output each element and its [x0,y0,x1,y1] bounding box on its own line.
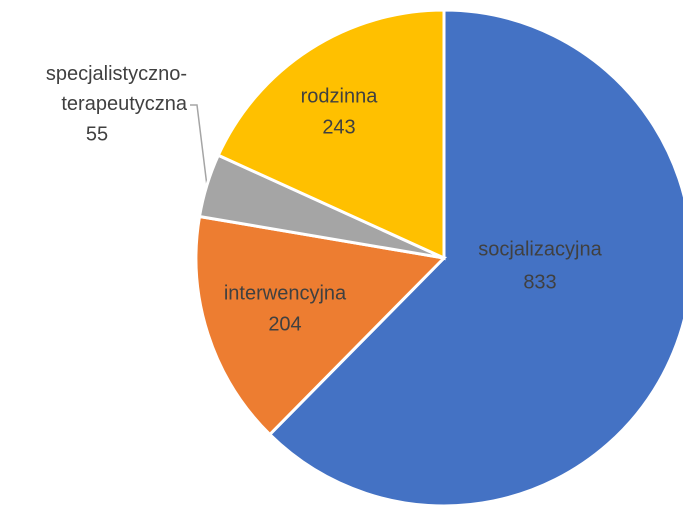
value-label: 833 [523,271,556,293]
pie-slice [194,214,448,437]
leader-line [190,104,208,187]
category-label: rodzinna [301,85,379,107]
category-label: interwencyjna [224,282,347,304]
category-label: socjalizacyjna [478,238,602,260]
value-label: 204 [268,313,301,335]
value-label: 55 [86,123,108,145]
category-label: specjalistyczno-terapeutyczna [46,63,188,115]
pie-slice [216,8,446,261]
value-label: 243 [322,116,355,138]
pie-slice [267,8,683,507]
